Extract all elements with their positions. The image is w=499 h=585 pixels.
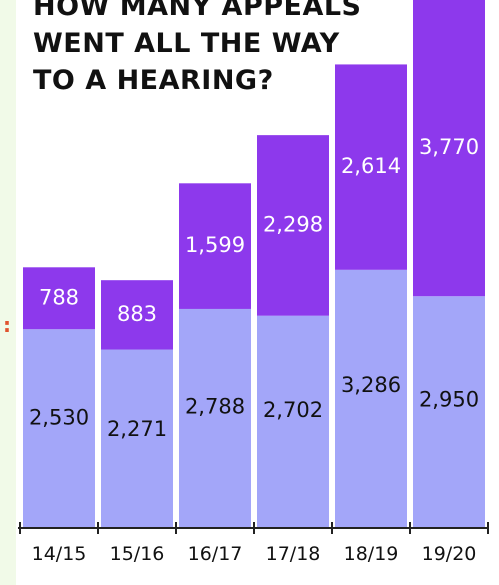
chart-title: HOW MANY APPEALS WENT ALL THE WAY TO A H… bbox=[33, 0, 363, 99]
x-tick-label: 14/15 bbox=[32, 543, 87, 565]
bar-bottom-label: 2,788 bbox=[185, 395, 245, 419]
bar-bottom-18-19 bbox=[335, 269, 407, 528]
title-line-1: HOW MANY APPEALS bbox=[33, 0, 362, 22]
x-tick-label: 19/20 bbox=[422, 543, 477, 565]
bar-top-label: 1,599 bbox=[185, 233, 245, 257]
bar-top-15-16 bbox=[101, 280, 173, 350]
bar-bottom-15-16 bbox=[101, 349, 173, 528]
x-tick-label: 16/17 bbox=[188, 543, 243, 565]
title-line-2: WENT ALL THE WAY bbox=[33, 28, 340, 59]
bar-top-label: 883 bbox=[117, 302, 157, 326]
bar-bottom-label: 2,530 bbox=[29, 406, 89, 430]
bar-top-14-15 bbox=[23, 267, 95, 330]
left-accent-strip bbox=[0, 0, 16, 585]
x-tick-label: 15/16 bbox=[110, 543, 165, 565]
bar-bottom-19-20 bbox=[413, 296, 485, 528]
left-marker: : bbox=[3, 313, 11, 337]
bar-bottom-17-18 bbox=[257, 315, 329, 528]
bar-top-label: 3,770 bbox=[419, 135, 479, 159]
x-tick-label: 17/18 bbox=[266, 543, 321, 565]
bar-bottom-16-17 bbox=[179, 308, 251, 528]
bar-bottom-label: 3,286 bbox=[341, 373, 401, 397]
bar-bottom-label: 2,271 bbox=[107, 417, 167, 441]
bar-top-19-20 bbox=[413, 0, 485, 297]
x-tick-label: 18/19 bbox=[344, 543, 399, 565]
bar-top-17-18 bbox=[257, 135, 329, 316]
bar-bottom-14-15 bbox=[23, 329, 95, 528]
title-line-3: TO A HEARING? bbox=[33, 65, 274, 96]
bar-top-label: 2,298 bbox=[263, 212, 323, 236]
bar-top-16-17 bbox=[179, 183, 251, 309]
bar-bottom-label: 2,950 bbox=[419, 388, 479, 412]
bar-top-label: 2,614 bbox=[341, 154, 401, 178]
bar-top-label: 788 bbox=[39, 285, 79, 309]
bar-top-18-19 bbox=[335, 64, 407, 270]
bar-bottom-label: 2,702 bbox=[263, 398, 323, 422]
